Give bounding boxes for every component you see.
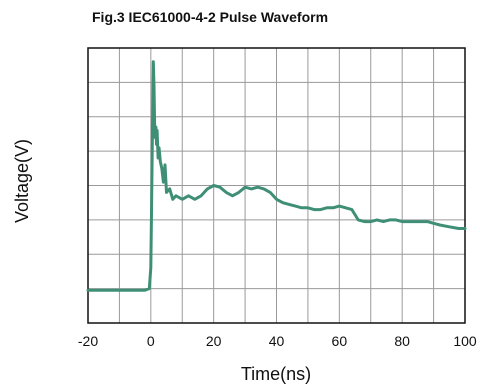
x-tick-labels: -20 0 20 40 60 80 100 bbox=[78, 333, 477, 349]
x-tick-label: 60 bbox=[332, 333, 348, 349]
grid bbox=[88, 48, 465, 323]
y-axis-label: Voltage(V) bbox=[12, 139, 32, 223]
x-tick-label: 20 bbox=[206, 333, 222, 349]
series-line bbox=[86, 60, 467, 292]
x-axis-label: Time(ns) bbox=[241, 364, 311, 384]
x-tick-label: 0 bbox=[147, 333, 155, 349]
x-tick-label: -20 bbox=[78, 333, 98, 349]
x-tick-label: 40 bbox=[269, 333, 285, 349]
plot-frame bbox=[87, 47, 466, 324]
x-tick-label: 80 bbox=[394, 333, 410, 349]
chart-title: Fig.3 IEC61000-4-2 Pulse Waveform bbox=[92, 9, 328, 25]
x-tick-label: 100 bbox=[453, 333, 477, 349]
